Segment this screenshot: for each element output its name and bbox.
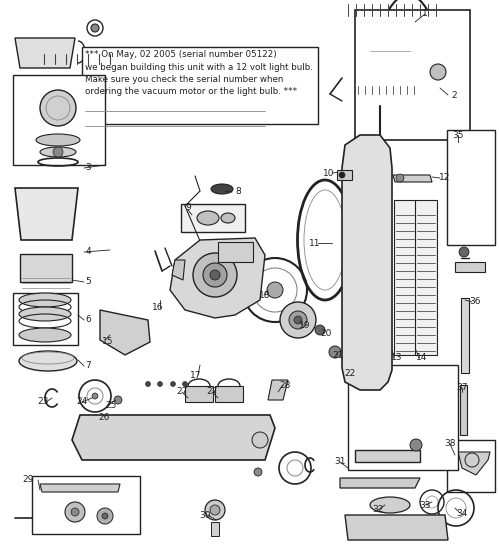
Text: 16: 16 xyxy=(152,304,164,312)
Bar xyxy=(32,476,140,534)
Polygon shape xyxy=(355,450,420,462)
Polygon shape xyxy=(185,386,213,402)
Text: 37: 37 xyxy=(456,384,468,393)
Text: 33: 33 xyxy=(419,500,431,509)
Circle shape xyxy=(71,508,79,516)
Bar xyxy=(13,75,105,165)
Text: 5: 5 xyxy=(85,277,91,286)
Text: 1: 1 xyxy=(422,9,428,18)
Circle shape xyxy=(294,316,302,324)
Circle shape xyxy=(97,508,113,524)
Circle shape xyxy=(329,346,341,358)
Circle shape xyxy=(459,247,469,257)
Ellipse shape xyxy=(40,147,76,157)
Bar xyxy=(461,298,469,373)
Circle shape xyxy=(252,432,268,448)
Circle shape xyxy=(289,311,307,329)
Circle shape xyxy=(205,500,225,520)
Circle shape xyxy=(280,302,316,338)
Bar xyxy=(415,200,437,355)
Text: 17: 17 xyxy=(190,370,202,380)
Text: 31: 31 xyxy=(334,458,346,466)
Bar xyxy=(455,262,485,272)
Ellipse shape xyxy=(211,184,233,194)
Polygon shape xyxy=(172,260,185,280)
Circle shape xyxy=(87,20,103,36)
Ellipse shape xyxy=(221,213,235,223)
Bar xyxy=(218,242,253,262)
Text: 4: 4 xyxy=(85,247,91,256)
Polygon shape xyxy=(15,38,75,68)
Polygon shape xyxy=(15,188,78,240)
Text: 28: 28 xyxy=(279,380,291,390)
Text: 24: 24 xyxy=(76,398,88,406)
Circle shape xyxy=(65,502,85,522)
Polygon shape xyxy=(342,135,392,390)
Bar xyxy=(20,254,72,282)
Polygon shape xyxy=(393,175,432,182)
Circle shape xyxy=(254,468,262,476)
Text: 11: 11 xyxy=(309,239,321,247)
Text: 20: 20 xyxy=(320,329,332,337)
Circle shape xyxy=(339,172,345,178)
Text: 12: 12 xyxy=(439,173,451,182)
Text: 3: 3 xyxy=(85,163,91,172)
Bar xyxy=(348,365,458,470)
Ellipse shape xyxy=(36,134,80,146)
Text: 25: 25 xyxy=(105,400,117,410)
Circle shape xyxy=(53,147,63,157)
Ellipse shape xyxy=(19,307,71,321)
Bar xyxy=(13,293,78,345)
Ellipse shape xyxy=(19,351,77,371)
Text: 30: 30 xyxy=(199,510,211,519)
Circle shape xyxy=(102,513,108,519)
Circle shape xyxy=(267,282,283,298)
Ellipse shape xyxy=(19,328,71,342)
Circle shape xyxy=(396,174,404,182)
Circle shape xyxy=(158,381,163,386)
Polygon shape xyxy=(170,238,265,318)
Text: 7: 7 xyxy=(85,361,91,370)
Text: 18: 18 xyxy=(259,290,271,300)
Text: 10: 10 xyxy=(323,168,335,177)
Bar xyxy=(447,440,495,492)
Text: 38: 38 xyxy=(444,439,456,449)
Text: 13: 13 xyxy=(391,354,403,363)
Text: 36: 36 xyxy=(469,297,481,306)
Circle shape xyxy=(114,396,122,404)
Circle shape xyxy=(430,64,446,80)
Text: 9: 9 xyxy=(185,203,191,212)
Circle shape xyxy=(410,439,422,451)
Text: *** On May, 02 2005 (serial number 05122)
we began building this unit with a 12 : *** On May, 02 2005 (serial number 05122… xyxy=(85,50,313,97)
Circle shape xyxy=(171,381,176,386)
Bar xyxy=(337,170,352,180)
Polygon shape xyxy=(215,386,243,402)
Circle shape xyxy=(40,90,76,126)
Circle shape xyxy=(210,270,220,280)
Text: 26: 26 xyxy=(98,414,110,423)
Bar xyxy=(355,10,470,140)
Circle shape xyxy=(210,505,220,515)
Ellipse shape xyxy=(197,211,219,225)
Polygon shape xyxy=(40,484,120,492)
Polygon shape xyxy=(72,415,275,460)
Bar xyxy=(181,204,245,232)
Circle shape xyxy=(315,325,325,335)
Circle shape xyxy=(203,263,227,287)
Polygon shape xyxy=(268,380,288,400)
Circle shape xyxy=(193,253,237,297)
Text: 32: 32 xyxy=(372,505,384,514)
Text: 22: 22 xyxy=(344,369,356,378)
Circle shape xyxy=(92,393,98,399)
Text: 21: 21 xyxy=(332,351,344,360)
Text: 34: 34 xyxy=(456,509,468,518)
Ellipse shape xyxy=(370,497,410,513)
Text: 14: 14 xyxy=(416,354,428,363)
Circle shape xyxy=(183,381,188,386)
Text: 6: 6 xyxy=(85,315,91,325)
Text: 27: 27 xyxy=(176,388,188,396)
Bar xyxy=(211,522,219,536)
Circle shape xyxy=(146,381,151,386)
Text: 15: 15 xyxy=(102,336,114,345)
Bar xyxy=(460,385,467,435)
